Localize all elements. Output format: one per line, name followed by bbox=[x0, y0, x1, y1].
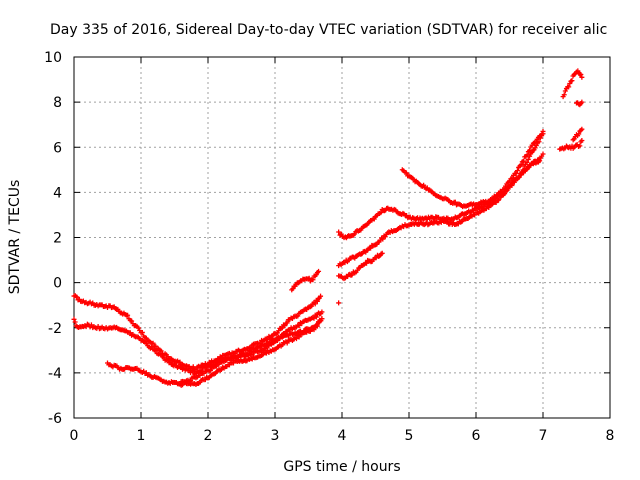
y-tick-label: -2 bbox=[48, 321, 62, 337]
sdtvar-chart: Day 335 of 2016, Sidereal Day-to-day VTE… bbox=[0, 0, 640, 480]
x-tick-label: 5 bbox=[405, 428, 414, 444]
data-points bbox=[72, 68, 585, 387]
x-tick-label: 2 bbox=[204, 428, 213, 444]
axis-ticks: 0 1 2 3 4 5 6 7 8 -6 -4 -2 0 2 4 6 8 10 bbox=[44, 50, 614, 444]
x-tick-label: 8 bbox=[606, 428, 615, 444]
y-tick-label: -4 bbox=[48, 366, 62, 382]
x-tick-label: 1 bbox=[137, 428, 146, 444]
x-tick-label: 7 bbox=[539, 428, 548, 444]
y-tick-label: 10 bbox=[44, 50, 62, 66]
y-tick-label: 2 bbox=[53, 231, 62, 247]
point-isolated bbox=[336, 300, 341, 305]
x-axis-label: GPS time / hours bbox=[283, 459, 400, 475]
y-tick-label: 6 bbox=[53, 140, 62, 156]
y-axis-label: SDTVAR / TECUs bbox=[7, 180, 23, 295]
x-tick-label: 4 bbox=[338, 428, 347, 444]
y-tick-label: 8 bbox=[53, 95, 62, 111]
x-tick-label: 6 bbox=[472, 428, 481, 444]
x-tick-label: 3 bbox=[271, 428, 280, 444]
x-tick-label: 0 bbox=[70, 428, 79, 444]
y-tick-label: 4 bbox=[53, 185, 62, 201]
chart-title: Day 335 of 2016, Sidereal Day-to-day VTE… bbox=[50, 22, 607, 38]
y-tick-label: 0 bbox=[53, 276, 62, 292]
y-tick-label: -6 bbox=[48, 411, 62, 427]
